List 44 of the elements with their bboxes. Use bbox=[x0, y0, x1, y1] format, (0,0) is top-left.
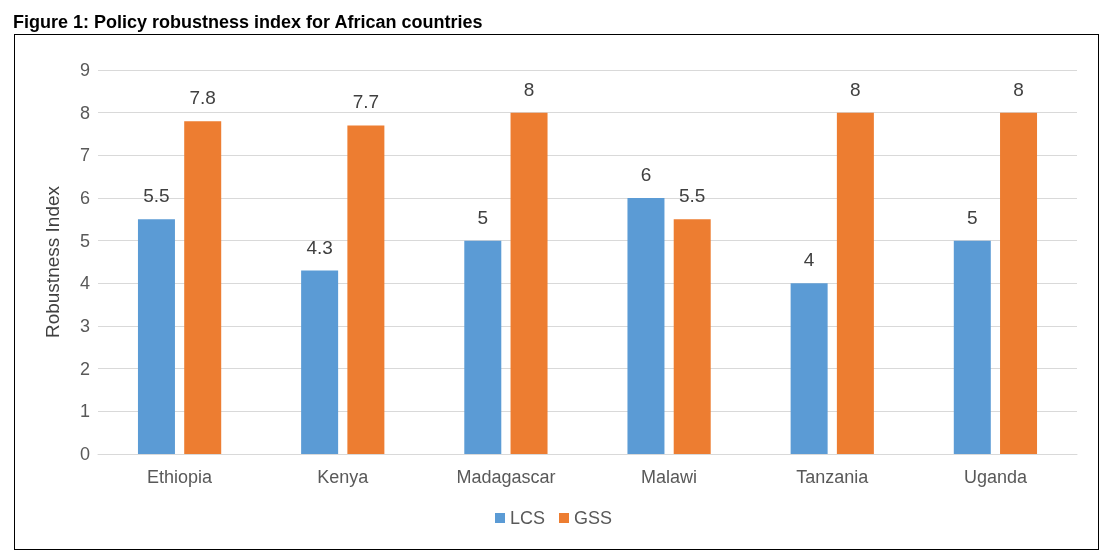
x-tick-label: Madagascar bbox=[456, 467, 556, 487]
y-tick-label: 2 bbox=[79, 358, 90, 379]
bar bbox=[464, 240, 502, 454]
legend-label: GSS bbox=[574, 508, 613, 528]
data-label: 5 bbox=[477, 206, 489, 228]
bar bbox=[301, 270, 339, 454]
bar bbox=[347, 125, 385, 454]
bar bbox=[184, 121, 222, 454]
x-tick-label: Ethiopia bbox=[147, 467, 214, 487]
bar bbox=[627, 198, 665, 454]
y-axis-title: Robustness Index bbox=[42, 185, 63, 339]
data-label: 8 bbox=[850, 78, 861, 100]
data-label: 6 bbox=[640, 164, 652, 185]
data-label: 5.5 bbox=[679, 185, 706, 207]
y-tick-label: 7 bbox=[79, 145, 90, 166]
bar bbox=[953, 240, 991, 454]
y-tick-label: 0 bbox=[79, 444, 90, 464]
data-label: 8 bbox=[523, 78, 535, 100]
x-tick-label: Uganda bbox=[963, 467, 1028, 487]
bar bbox=[836, 112, 874, 454]
data-label: 8 bbox=[1013, 78, 1024, 100]
x-tick-label: Tanzania bbox=[796, 467, 870, 487]
x-tick-label: Kenya bbox=[317, 467, 370, 487]
y-tick-label: 8 bbox=[79, 102, 90, 123]
x-tick-label: Malawi bbox=[641, 467, 698, 487]
bar bbox=[510, 112, 548, 454]
data-label: 4 bbox=[803, 249, 815, 271]
bar bbox=[1000, 112, 1038, 454]
y-tick-label: 3 bbox=[79, 316, 90, 336]
bar bbox=[790, 283, 828, 454]
chart-title: Figure 1: Policy robustness index for African countries bbox=[13, 12, 483, 32]
data-label: 5.5 bbox=[143, 185, 170, 207]
y-tick-label: 9 bbox=[79, 60, 90, 80]
bar bbox=[673, 219, 711, 454]
legend-label: LCS bbox=[509, 508, 545, 528]
y-tick-label: 4 bbox=[79, 273, 90, 294]
y-tick-label: 5 bbox=[79, 230, 90, 251]
y-tick-label: 1 bbox=[79, 401, 90, 422]
data-label: 7.8 bbox=[189, 87, 216, 109]
bar bbox=[137, 219, 175, 454]
data-label: 4.3 bbox=[306, 236, 333, 258]
y-tick-label: 6 bbox=[79, 188, 90, 208]
data-label: 5 bbox=[967, 206, 978, 228]
data-label: 7.7 bbox=[352, 91, 380, 113]
